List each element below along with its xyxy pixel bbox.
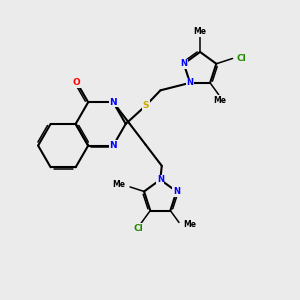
- Text: N: N: [173, 187, 180, 196]
- Text: N: N: [180, 59, 187, 68]
- Text: Me: Me: [194, 27, 207, 36]
- Text: N: N: [110, 98, 117, 107]
- Text: S: S: [142, 101, 149, 110]
- Text: N: N: [187, 78, 194, 87]
- Text: Me: Me: [214, 96, 227, 105]
- Text: N: N: [157, 175, 164, 184]
- Text: Me: Me: [183, 220, 196, 229]
- Text: N: N: [110, 141, 117, 150]
- Text: Cl: Cl: [236, 54, 246, 63]
- Text: O: O: [73, 78, 80, 87]
- Text: Cl: Cl: [134, 224, 143, 233]
- Text: Me: Me: [112, 180, 126, 189]
